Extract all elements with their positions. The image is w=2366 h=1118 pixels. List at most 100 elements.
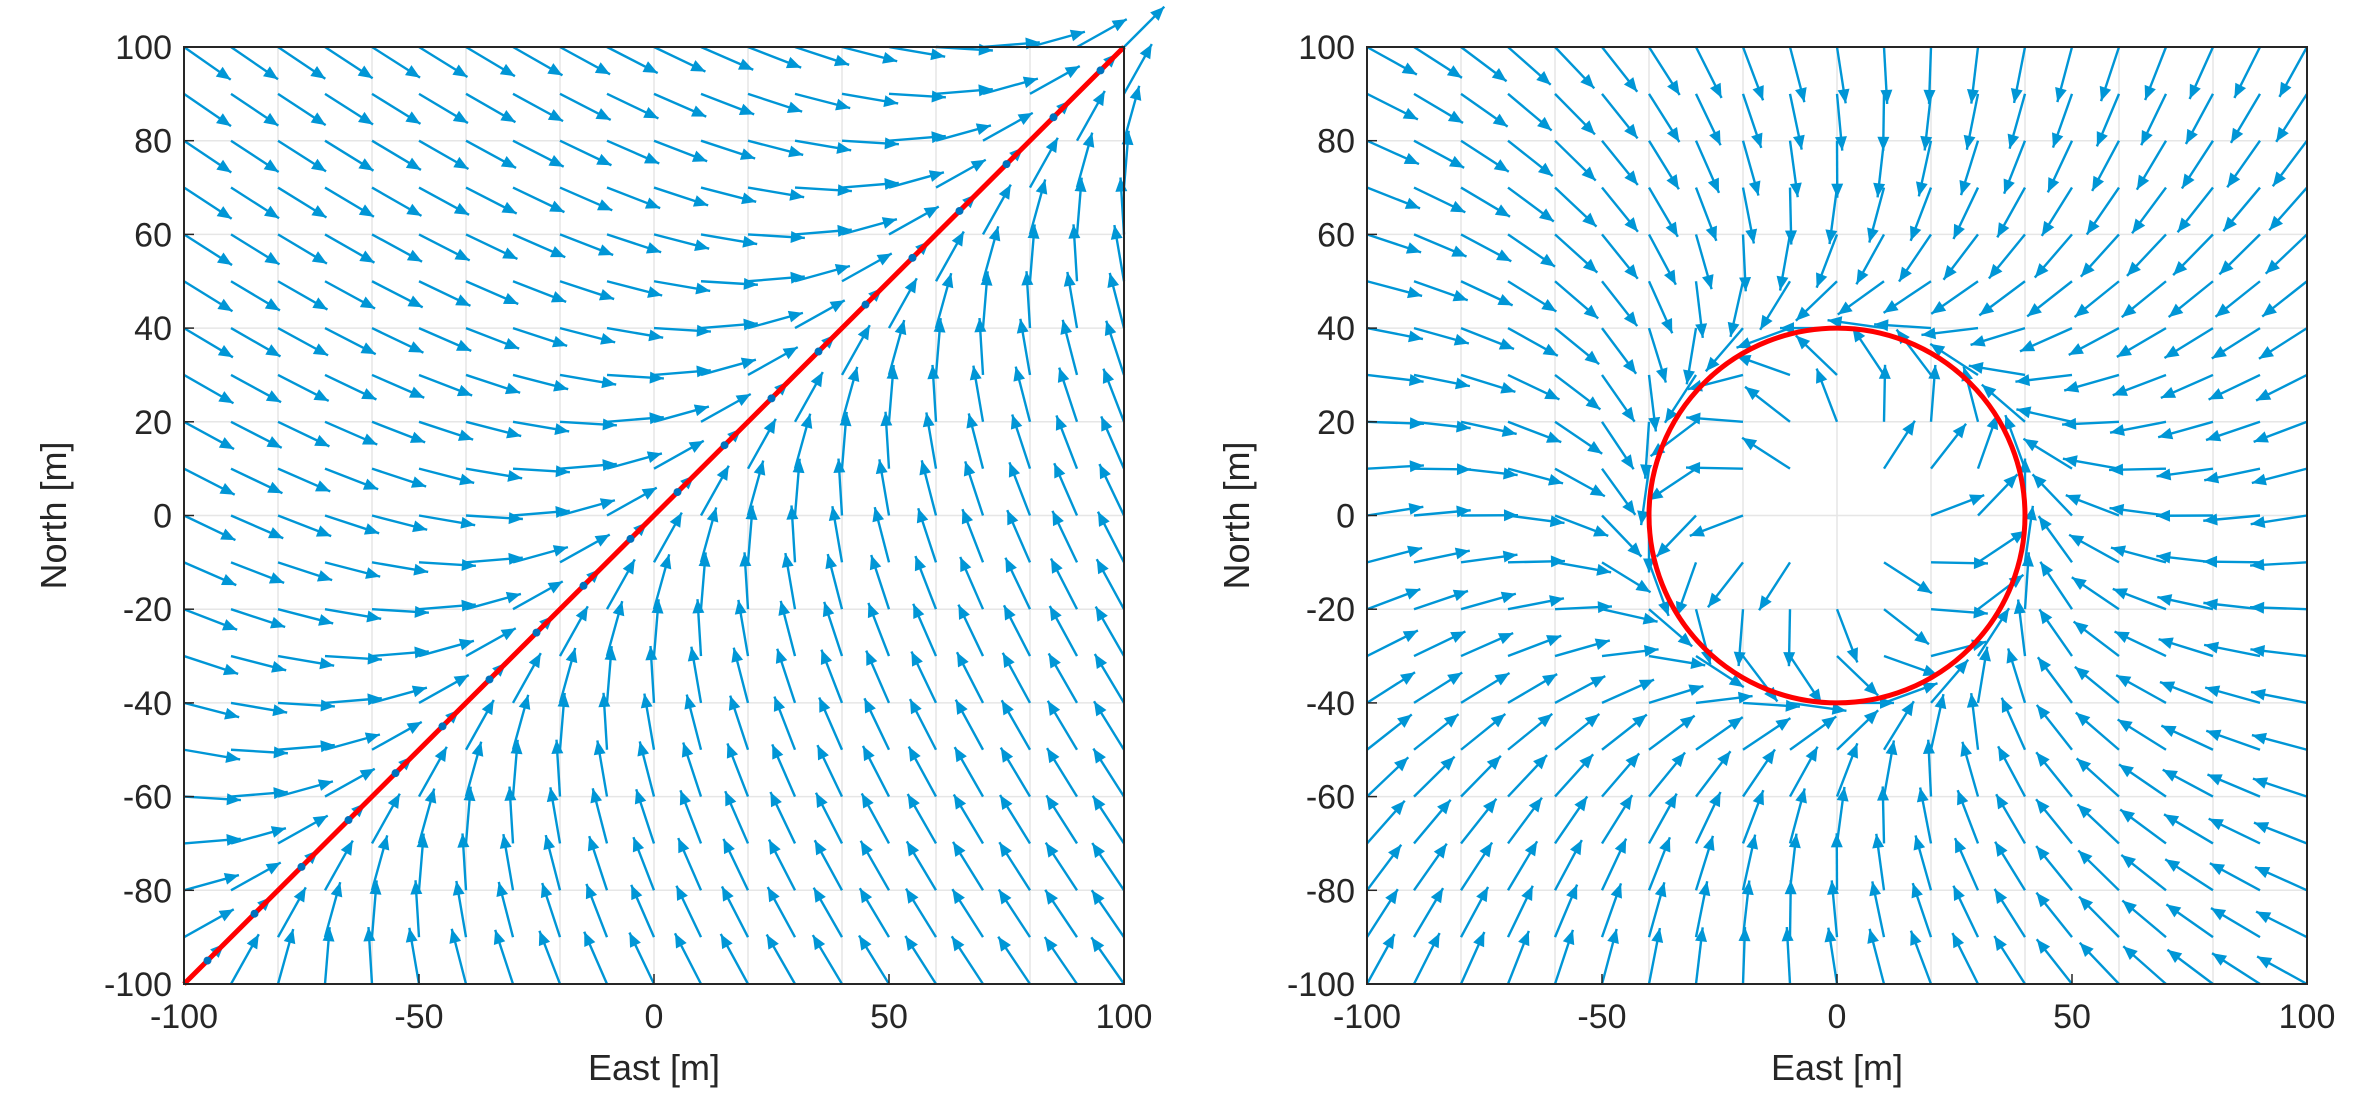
field-arrow-head bbox=[602, 418, 617, 431]
field-arrow-head bbox=[2001, 697, 2013, 713]
field-arrow-head bbox=[687, 646, 700, 662]
field-arrow-head bbox=[1969, 494, 1985, 506]
field-arrow-head bbox=[1973, 606, 1988, 619]
field-arrow-head bbox=[1447, 672, 1463, 686]
field-arrow-head bbox=[694, 239, 710, 251]
field-arrow-head bbox=[1566, 884, 1578, 900]
field-arrow-head bbox=[216, 159, 232, 173]
field-arrow-head bbox=[1659, 837, 1671, 853]
field-arrow-head bbox=[1500, 591, 1516, 604]
field-arrow-head bbox=[1637, 510, 1650, 526]
field-arrow-head bbox=[1789, 182, 1802, 198]
field-arrow-head bbox=[2086, 219, 2100, 235]
field-arrow-head bbox=[264, 298, 280, 311]
field-arrow-head bbox=[1863, 710, 1879, 725]
field-arrow-head bbox=[543, 835, 556, 851]
field-arrow-head bbox=[508, 552, 523, 565]
field-arrow-head bbox=[741, 192, 757, 205]
field-arrow-head bbox=[555, 506, 570, 518]
field-arrow-head bbox=[1979, 302, 1995, 316]
field-arrow-head bbox=[1666, 174, 1679, 190]
field-arrow-head bbox=[1620, 454, 1634, 470]
field-arrow-head bbox=[1624, 217, 1638, 232]
field-arrow-head bbox=[1044, 937, 1058, 952]
field-arrow-head bbox=[829, 300, 845, 313]
field-arrow-head bbox=[1000, 794, 1013, 811]
field-arrow-head bbox=[2074, 303, 2090, 318]
field-arrow-head bbox=[739, 148, 756, 160]
field-arrow-head bbox=[880, 411, 893, 427]
path-marker bbox=[203, 956, 212, 965]
field-arrow-head bbox=[883, 95, 899, 108]
field-arrow-head bbox=[2034, 263, 2049, 278]
y-axis-label: North [m] bbox=[1216, 441, 1257, 589]
field-arrow-head bbox=[2047, 177, 2060, 193]
field-arrow-head bbox=[1994, 888, 2008, 904]
field-arrow-head bbox=[716, 465, 729, 481]
field-arrow-head bbox=[217, 252, 233, 266]
field-arrow-head bbox=[1742, 437, 1758, 451]
field-arrow-head bbox=[1752, 790, 1764, 806]
field-arrow-head bbox=[1785, 699, 1800, 712]
field-arrow-head bbox=[411, 685, 427, 698]
field-arrow-head bbox=[691, 105, 707, 117]
field-arrow-head bbox=[500, 110, 516, 123]
field-arrow-head bbox=[734, 599, 747, 615]
field-arrow-head bbox=[886, 364, 899, 380]
field-arrow-head bbox=[452, 880, 465, 896]
field-arrow-head bbox=[679, 790, 692, 806]
field-arrow-head bbox=[743, 277, 758, 290]
field-arrow-head bbox=[1686, 461, 1701, 474]
path-marker bbox=[391, 769, 400, 778]
field-arrow-head bbox=[547, 581, 563, 594]
field-arrow-head bbox=[1400, 672, 1416, 685]
field-arrow-head bbox=[2215, 303, 2231, 317]
path-marker bbox=[908, 253, 917, 262]
field-arrow-head bbox=[601, 376, 617, 389]
field-arrow-head bbox=[1540, 253, 1556, 267]
field-arrow-head bbox=[1627, 542, 1642, 557]
field-arrow-head bbox=[2211, 345, 2227, 359]
field-arrow-head bbox=[1846, 647, 1858, 663]
field-arrow-head bbox=[218, 391, 234, 404]
field-arrow-head bbox=[1091, 890, 1105, 906]
field-arrow-head bbox=[548, 155, 564, 167]
field-arrow-head bbox=[960, 556, 972, 573]
field-arrow-head bbox=[2064, 380, 2080, 393]
field-arrow-head bbox=[590, 788, 603, 804]
field-arrow-head bbox=[1546, 635, 1562, 647]
field-arrow-head bbox=[839, 411, 852, 427]
y-tick-label: 20 bbox=[134, 404, 172, 442]
field-arrow-head bbox=[952, 889, 965, 905]
field-arrow-head bbox=[461, 599, 476, 612]
field-arrow-head bbox=[1385, 889, 1398, 905]
path-marker bbox=[1049, 113, 1058, 122]
field-arrow-head bbox=[931, 131, 946, 144]
field-arrow-head bbox=[1878, 364, 1891, 379]
field-arrow-head bbox=[2041, 220, 2055, 236]
field-arrow-head bbox=[735, 393, 751, 407]
field-arrow-head bbox=[726, 743, 739, 759]
field-arrow-head bbox=[1717, 751, 1731, 766]
field-arrow-head bbox=[2251, 732, 2267, 745]
field-arrow-head bbox=[1795, 306, 1811, 321]
field-arrow-head bbox=[859, 888, 873, 904]
field-arrow-head bbox=[1094, 701, 1107, 717]
field-arrow-head bbox=[265, 344, 281, 357]
field-arrow-head bbox=[2219, 260, 2234, 275]
field-arrow-head bbox=[813, 887, 826, 903]
field-arrow-head bbox=[226, 793, 241, 806]
field-arrow-head bbox=[1035, 179, 1048, 195]
field-arrow-head bbox=[412, 520, 428, 533]
field-arrow-head bbox=[1686, 412, 1701, 425]
x-tick-label: -100 bbox=[150, 998, 218, 1036]
field-arrow-head bbox=[742, 235, 758, 248]
field-arrow-head bbox=[360, 342, 376, 355]
field-arrow-head bbox=[790, 271, 805, 284]
field-arrow-head bbox=[221, 619, 238, 631]
field-arrow-head bbox=[644, 197, 661, 209]
field-arrow-head bbox=[1831, 702, 1847, 715]
field-arrow-head bbox=[320, 740, 335, 753]
field-arrow-head bbox=[2062, 417, 2077, 430]
field-arrow-head bbox=[322, 927, 335, 942]
